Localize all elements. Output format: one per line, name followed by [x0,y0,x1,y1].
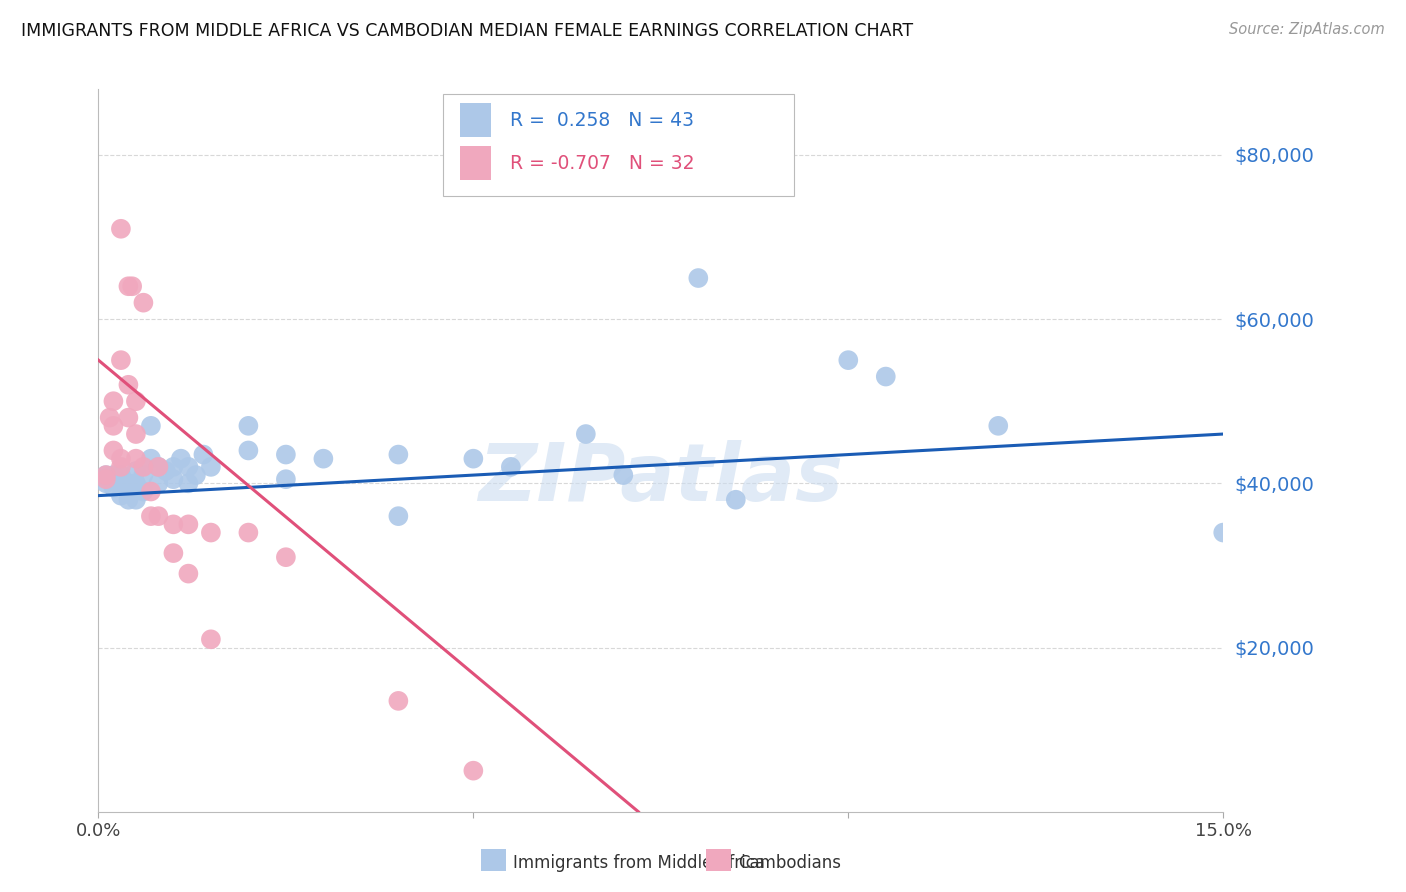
Point [125,394,148,409]
Point [125,492,148,507]
Point [110,476,132,491]
Point [575,427,598,442]
Point [132,295,155,310]
Point [162,546,184,560]
Point [125,451,148,466]
Point [103,480,125,494]
Point [987,418,1010,433]
Point [117,279,139,293]
Point [94,476,117,491]
Point [94,472,117,486]
Point [162,472,184,486]
Point [103,443,125,458]
Point [139,418,162,433]
Point [200,632,222,647]
Point [110,459,132,474]
Point [103,468,125,483]
Point [387,509,409,524]
Text: ZIPatlas: ZIPatlas [478,441,844,518]
Point [499,459,522,474]
Point [94,468,117,483]
Point [148,476,170,491]
Point [177,517,200,532]
Point [132,484,155,499]
Point [463,451,485,466]
Point [139,484,162,499]
Point [148,459,170,474]
Point [103,418,125,433]
Point [98,410,121,425]
Point [117,410,139,425]
Text: Source: ZipAtlas.com: Source: ZipAtlas.com [1229,22,1385,37]
Point [110,353,132,368]
Point [170,451,193,466]
Point [312,451,335,466]
Point [125,464,148,478]
Point [612,468,634,483]
Point [837,353,859,368]
Point [110,451,132,466]
Text: Cambodians: Cambodians [738,854,841,871]
Point [148,509,170,524]
Point [184,468,207,483]
Text: R = -0.707   N = 32: R = -0.707 N = 32 [510,153,695,173]
Point [110,221,132,235]
Point [875,369,897,384]
Point [117,492,139,507]
Point [125,427,148,442]
Point [162,517,184,532]
Point [110,489,132,503]
Point [724,492,747,507]
Point [98,472,121,486]
Point [117,476,139,491]
Point [463,764,485,778]
Text: Immigrants from Middle Africa: Immigrants from Middle Africa [513,854,765,871]
Text: R =  0.258   N = 43: R = 0.258 N = 43 [510,111,695,130]
Point [117,377,139,392]
Point [177,476,200,491]
Point [94,468,117,483]
Point [177,566,200,581]
Point [121,279,143,293]
Point [1212,525,1234,540]
Point [274,448,297,462]
Point [155,464,177,478]
Point [274,550,297,565]
Point [193,448,215,462]
Point [139,509,162,524]
Point [238,418,260,433]
Point [110,468,132,483]
Point [148,459,170,474]
Point [139,451,162,466]
Point [387,448,409,462]
Point [200,459,222,474]
Point [387,694,409,708]
Point [132,459,155,474]
Point [274,472,297,486]
Point [177,459,200,474]
Point [238,443,260,458]
Point [200,525,222,540]
Point [688,271,710,285]
Point [238,525,260,540]
Point [103,394,125,409]
Text: IMMIGRANTS FROM MIDDLE AFRICA VS CAMBODIAN MEDIAN FEMALE EARNINGS CORRELATION CH: IMMIGRANTS FROM MIDDLE AFRICA VS CAMBODI… [21,22,914,40]
Point [132,468,155,483]
Point [162,459,184,474]
Point [125,476,148,491]
